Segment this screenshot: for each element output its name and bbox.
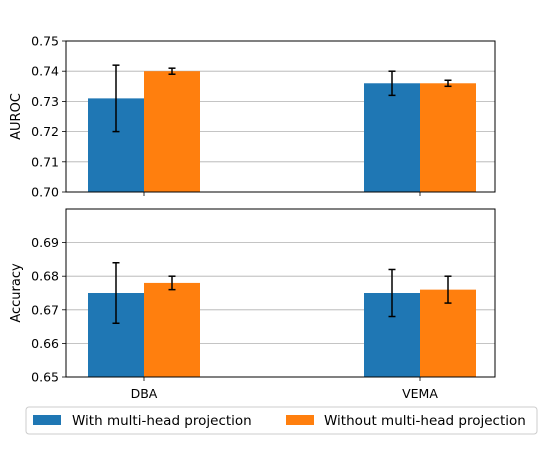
legend-swatch-2 [286, 415, 314, 425]
bar-vema-series-2 [420, 289, 476, 377]
y-tick-label: 0.68 [31, 269, 59, 284]
y-tick-label: 0.66 [31, 336, 59, 351]
y-tick-label: 0.65 [31, 370, 59, 385]
y-tick-label: 0.69 [31, 235, 59, 250]
panel-1-auroc: 0.70 0.71 0.72 0.73 0.74 0.75 AUROC [9, 34, 496, 200]
legend-label-1: With multi-head projection [72, 413, 252, 429]
y-axis-label: AUROC [9, 93, 24, 140]
y-tick-label: 0.71 [31, 154, 59, 169]
y-tick-label: 0.72 [31, 124, 59, 139]
bar-vema-series-2 [420, 83, 476, 192]
axes-frame [65, 40, 496, 193]
x-tick-label-vema: VEMA [402, 386, 438, 401]
y-tick-label: 0.74 [31, 64, 59, 79]
panel-2-accuracy: 0.65 0.66 0.67 0.68 0.69 DBA VEMA Accuracy [9, 208, 496, 401]
x-tick-label-dba: DBA [131, 386, 158, 401]
y-axis-label: Accuracy [9, 263, 24, 323]
y-tick-label: 0.73 [31, 94, 59, 109]
bar-dba-series-2 [144, 282, 200, 377]
y-tick-label: 0.75 [31, 34, 59, 49]
legend-swatch-1 [33, 415, 61, 425]
legend: With multi-head projection Without multi-… [25, 406, 538, 435]
bar-dba-series-2 [144, 71, 200, 192]
y-tick-label: 0.67 [31, 302, 59, 317]
legend-box [25, 406, 538, 435]
bar-vema-series-1 [364, 83, 420, 192]
y-tick-label: 0.70 [31, 185, 59, 200]
axes-frame [65, 208, 496, 378]
legend-label-2: Without multi-head projection [324, 413, 526, 429]
